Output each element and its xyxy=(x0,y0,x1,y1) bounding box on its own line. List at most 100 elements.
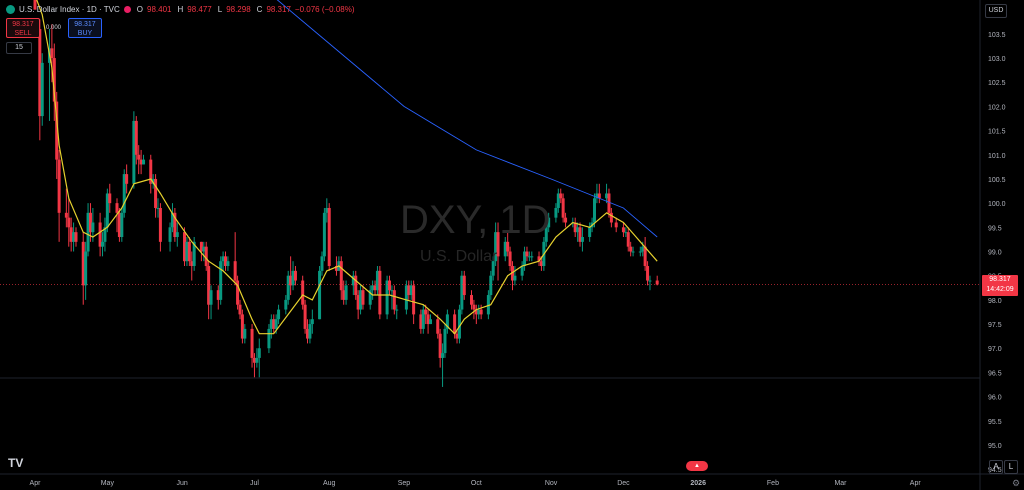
candle-body xyxy=(342,290,346,300)
candle-body xyxy=(175,232,179,237)
open-value: 98.401 xyxy=(147,5,172,14)
candle-body xyxy=(202,246,206,252)
tradingview-logo[interactable]: TV xyxy=(8,456,24,470)
candle-body xyxy=(122,174,126,213)
price-tick-label: 100.5 xyxy=(988,177,1006,184)
candle-body xyxy=(86,212,90,252)
candle-body xyxy=(559,193,563,199)
candle-body xyxy=(322,212,326,257)
candle-body xyxy=(308,324,312,339)
market-status-icon[interactable] xyxy=(6,5,15,14)
candle-body xyxy=(404,285,408,310)
candle-body xyxy=(419,314,423,329)
sell-button[interactable]: 98.317 SELL xyxy=(6,18,40,38)
sell-price: 98.317 xyxy=(12,21,34,28)
candle-body xyxy=(84,251,88,286)
price-tick-label: 99.0 xyxy=(988,250,1002,257)
candle-body xyxy=(334,266,338,271)
candle-body xyxy=(190,261,194,267)
time-tick-label: Aug xyxy=(323,480,336,487)
close-label: C xyxy=(256,5,263,14)
candle-body xyxy=(513,275,517,281)
candle-body xyxy=(286,275,290,300)
candle-body xyxy=(219,261,223,300)
candle-body xyxy=(170,212,174,228)
candle-body xyxy=(226,261,230,267)
candle-body xyxy=(375,270,379,291)
symbol-title[interactable]: U.S. Dollar Index · 1D · TVC xyxy=(19,5,120,14)
candle-body xyxy=(168,227,172,242)
candle-body xyxy=(267,328,271,349)
time-axis[interactable]: Apr May Jun Jul Aug Sep Oct Nov Dec 2026 Feb Mar Apr xyxy=(30,480,922,487)
quantity-field[interactable]: 15 xyxy=(6,42,32,54)
candle-body xyxy=(496,232,500,257)
price-tick-label: 102.5 xyxy=(988,80,1006,87)
time-tick-label: Apr xyxy=(30,480,42,487)
candle-body xyxy=(67,217,71,228)
price-tick-label: 95.5 xyxy=(988,419,1002,426)
legend-header: U.S. Dollar Index · 1D · TVC O 98.401 H 98… xyxy=(6,5,355,14)
candle-body xyxy=(527,256,531,258)
candle-body xyxy=(81,241,85,286)
candle-body xyxy=(351,275,355,286)
candle-body xyxy=(547,217,551,228)
name-watermark: U.S. Dollar xyxy=(420,248,498,265)
candle-body xyxy=(409,285,413,296)
candle-body xyxy=(641,246,645,252)
us-flag-icon[interactable]: ▲ xyxy=(686,461,708,471)
candle-body xyxy=(272,319,276,329)
auto-scale-button[interactable]: A xyxy=(989,460,1003,474)
candle-body xyxy=(373,285,377,291)
time-tick-label: Oct xyxy=(471,480,482,487)
slow-moving-average-line xyxy=(276,0,658,238)
price-tick-label: 96.5 xyxy=(988,370,1002,377)
time-tick-label: 2026 xyxy=(690,480,706,487)
candle-body xyxy=(438,333,442,358)
candle-body xyxy=(359,290,363,310)
buy-button[interactable]: 98.317 BUY xyxy=(68,18,102,38)
candle-body xyxy=(216,290,220,300)
candle-body xyxy=(537,256,541,262)
candle-body xyxy=(204,246,208,267)
candle-body xyxy=(38,29,42,117)
candle-body xyxy=(578,227,582,242)
candle-body xyxy=(134,120,138,155)
candle-body xyxy=(561,198,565,218)
candle-body xyxy=(436,319,440,334)
candle-body xyxy=(257,348,261,358)
candle-body xyxy=(477,309,481,315)
time-tick-label: Apr xyxy=(910,480,922,487)
sell-label: SELL xyxy=(14,30,32,37)
candle-body xyxy=(192,241,196,267)
candle-body xyxy=(98,222,102,247)
candle-body xyxy=(455,333,459,339)
gear-icon[interactable]: ⚙ xyxy=(1012,478,1021,488)
candle-body xyxy=(149,159,153,184)
candle-body xyxy=(530,256,534,258)
candle-body xyxy=(392,290,396,310)
time-tick-label: Jul xyxy=(250,480,259,487)
candle-body xyxy=(643,246,647,267)
time-tick-label: May xyxy=(101,480,115,487)
candle-body xyxy=(544,227,548,242)
candle-body xyxy=(238,304,242,315)
candle-body xyxy=(325,207,329,213)
last-price-tag: 98.317 14:42:09 xyxy=(982,275,1018,296)
candle-body xyxy=(320,256,324,271)
candle-body xyxy=(368,290,372,305)
currency-selector[interactable]: USD xyxy=(985,4,1007,18)
candle-body xyxy=(221,256,225,262)
time-tick-label: Feb xyxy=(767,480,779,487)
candle-body xyxy=(173,212,177,237)
open-label: O xyxy=(136,5,144,14)
log-scale-button[interactable]: L xyxy=(1004,460,1018,474)
fast-moving-average-line xyxy=(36,0,658,335)
time-tick-label: Jun xyxy=(176,480,187,487)
candle-body xyxy=(108,193,112,204)
candle-body xyxy=(621,227,625,233)
candle-body xyxy=(462,275,466,296)
moving-averages-layer xyxy=(0,0,980,335)
candle-body xyxy=(443,328,447,354)
candle-body xyxy=(631,251,635,253)
